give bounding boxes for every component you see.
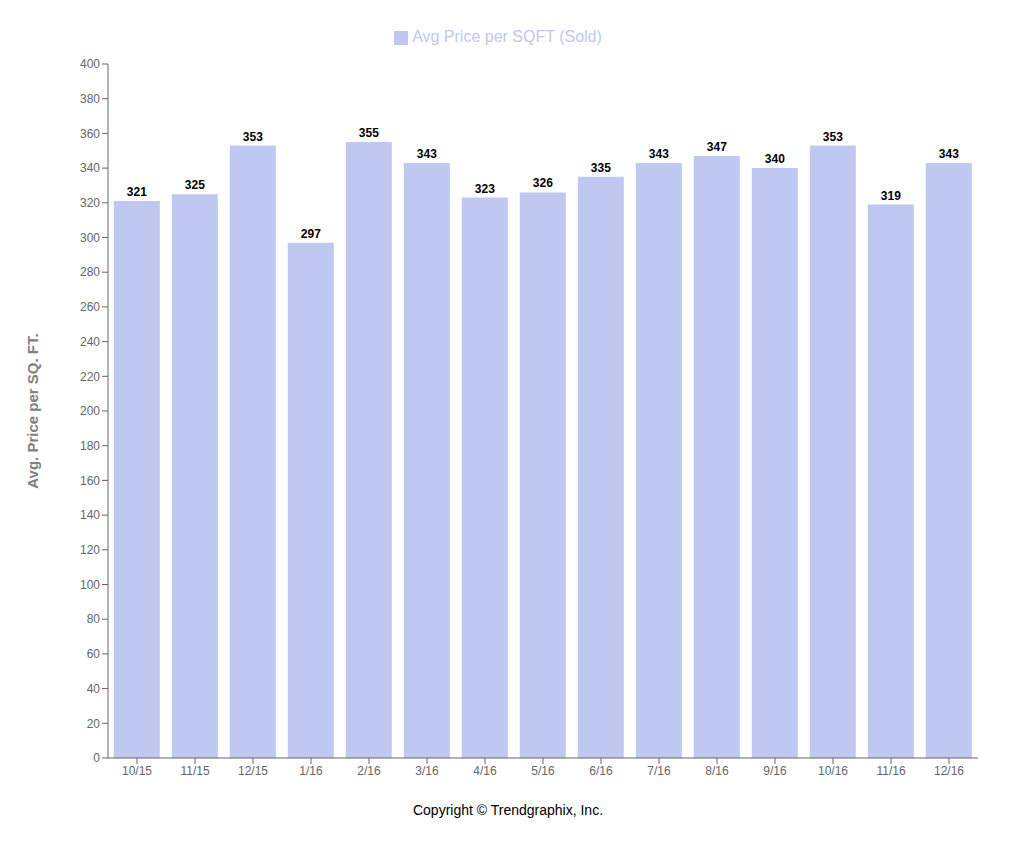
- svg-text:8/16: 8/16: [705, 764, 729, 778]
- svg-text:6/16: 6/16: [589, 764, 613, 778]
- svg-text:180: 180: [80, 439, 100, 453]
- svg-text:280: 280: [80, 265, 100, 279]
- svg-text:380: 380: [80, 92, 100, 106]
- svg-text:347: 347: [707, 140, 727, 154]
- svg-text:80: 80: [87, 612, 101, 626]
- svg-text:10/15: 10/15: [122, 764, 152, 778]
- svg-text:5/16: 5/16: [531, 764, 555, 778]
- svg-text:340: 340: [765, 152, 785, 166]
- svg-text:326: 326: [533, 176, 553, 190]
- svg-text:335: 335: [591, 161, 611, 175]
- svg-text:343: 343: [939, 147, 959, 161]
- svg-text:353: 353: [243, 130, 263, 144]
- svg-text:343: 343: [649, 147, 669, 161]
- svg-text:60: 60: [87, 647, 101, 661]
- svg-text:355: 355: [359, 126, 379, 140]
- svg-text:100: 100: [80, 578, 100, 592]
- html-text:Avg Price per SQFT (Sold): Avg Price per SQFT (Sold): [412, 28, 602, 45]
- svg-text:220: 220: [80, 370, 100, 384]
- svg-text:343: 343: [417, 147, 437, 161]
- svg-text:325: 325: [185, 178, 205, 192]
- svg-text:140: 140: [80, 508, 100, 522]
- svg-text:10/16: 10/16: [818, 764, 848, 778]
- svg-text:1/16: 1/16: [299, 764, 323, 778]
- svg-text:0: 0: [93, 751, 100, 765]
- svg-text:260: 260: [80, 300, 100, 314]
- svg-text:11/15: 11/15: [180, 764, 209, 778]
- svg-text:320: 320: [80, 196, 100, 210]
- svg-text:400: 400: [80, 57, 100, 71]
- svg-text:4/16: 4/16: [473, 764, 497, 778]
- svg-text:120: 120: [80, 543, 100, 557]
- svg-text:353: 353: [823, 130, 843, 144]
- html-text:Copyright © Trendgraphix, Inc.: Copyright © Trendgraphix, Inc.: [413, 802, 603, 818]
- svg-text:2/16: 2/16: [357, 764, 381, 778]
- svg-text:160: 160: [80, 474, 100, 488]
- svg-text:323: 323: [475, 182, 495, 196]
- svg-text:240: 240: [80, 335, 100, 349]
- svg-text:297: 297: [301, 227, 321, 241]
- svg-text:12/15: 12/15: [238, 764, 268, 778]
- svg-text:7/16: 7/16: [647, 764, 671, 778]
- svg-text:Avg. Price per SQ. FT.: Avg. Price per SQ. FT.: [24, 333, 41, 488]
- svg-text:321: 321: [127, 185, 147, 199]
- svg-text:360: 360: [80, 127, 100, 141]
- svg-text:9/16: 9/16: [763, 764, 787, 778]
- svg-text:340: 340: [80, 161, 100, 175]
- svg-text:20: 20: [87, 717, 101, 731]
- svg-text:300: 300: [80, 231, 100, 245]
- svg-text:11/16: 11/16: [876, 764, 905, 778]
- svg-text:3/16: 3/16: [415, 764, 439, 778]
- svg-text:40: 40: [87, 682, 101, 696]
- svg-text:319: 319: [881, 189, 901, 203]
- svg-text:200: 200: [80, 404, 100, 418]
- svg-text:12/16: 12/16: [934, 764, 964, 778]
